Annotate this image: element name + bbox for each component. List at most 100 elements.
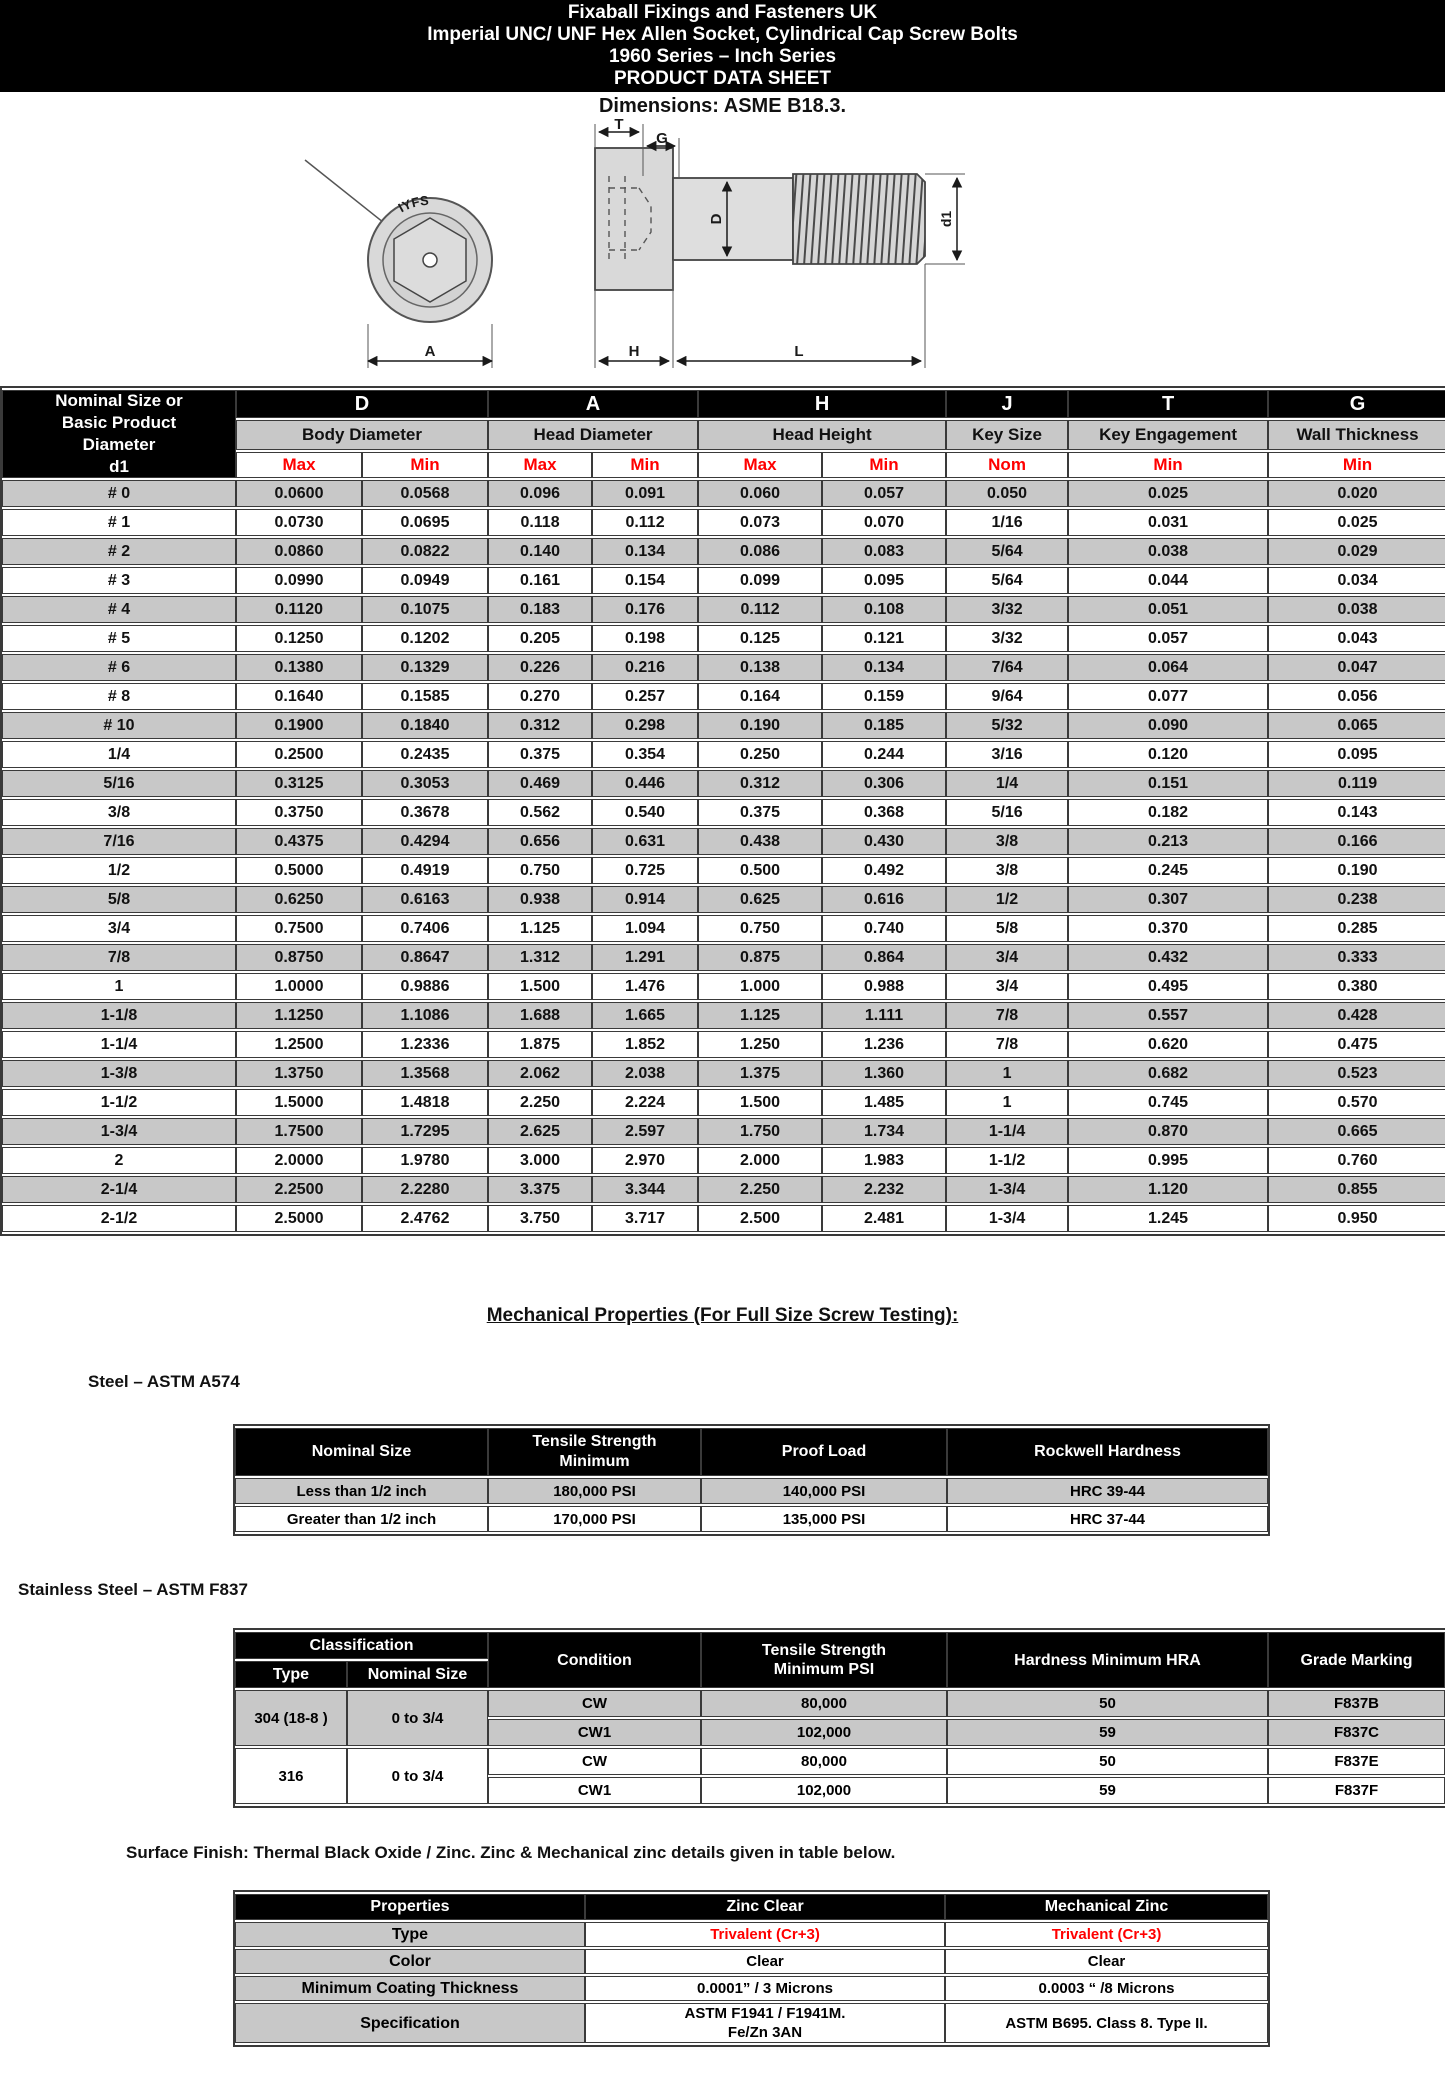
cell: 2.4762: [362, 1205, 489, 1232]
cell: 1.0000: [236, 973, 362, 1000]
cell: 0.216: [592, 654, 699, 681]
cell: 1.236: [822, 1031, 947, 1058]
cell: 0.096: [488, 480, 593, 507]
head-face-view: IYFS A: [304, 159, 494, 368]
cell: 5/64: [946, 538, 1069, 565]
cell: 5/16: [946, 799, 1069, 826]
table-row: Minimum Coating Thickness 0.0001” / 3 Mi…: [235, 1976, 1268, 2001]
cell: 0.083: [822, 538, 947, 565]
cell: 0.3678: [362, 799, 489, 826]
cell: 0.428: [1268, 1002, 1445, 1029]
cell: 9/64: [946, 683, 1069, 710]
sub-header: Min: [362, 452, 489, 478]
cell: 0.312: [698, 770, 823, 797]
cell: 2.000: [698, 1147, 823, 1174]
cell: 0.557: [1068, 1002, 1269, 1029]
cell: 0.3125: [236, 770, 362, 797]
surface-finish-note: Surface Finish: Thermal Black Oxide / Zi…: [126, 1843, 896, 1862]
cell: 0.4294: [362, 828, 489, 855]
product-title: Imperial UNC/ UNF Hex Allen Socket, Cyli…: [427, 24, 1018, 45]
cell: 0.0001” / 3 Microns: [585, 1976, 945, 2001]
cell: 0.7406: [362, 915, 489, 942]
cell: 0.166: [1268, 828, 1445, 855]
cell: 0.065: [1268, 712, 1445, 739]
cell: 1.7500: [236, 1118, 362, 1145]
cell: 0.3053: [362, 770, 489, 797]
cell: 0.095: [822, 567, 947, 594]
ss-type-cell: 316: [235, 1748, 347, 1804]
cell: 0.108: [822, 596, 947, 623]
table-row: 1-3/4 1.7500 1.7295 2.625 2.597 1.750 1.…: [2, 1118, 1445, 1145]
head-side: [594, 147, 674, 291]
cell: 102,000: [701, 1719, 947, 1746]
cell: 2.5000: [236, 1205, 362, 1232]
cell: 0.380: [1268, 973, 1445, 1000]
cell: 0.112: [698, 596, 823, 623]
cell: 0.226: [488, 654, 593, 681]
cell: 0.198: [592, 625, 699, 652]
cell: 1/4: [946, 770, 1069, 797]
cell: 0.182: [1068, 799, 1269, 826]
cell: 1.120: [1068, 1176, 1269, 1203]
table-row: # 8 0.1640 0.1585 0.270 0.257 0.164 0.15…: [2, 683, 1445, 710]
nominal-size-cell: 3/8: [2, 799, 236, 826]
sub-header: Max: [698, 452, 823, 478]
cell: 0.118: [488, 509, 593, 536]
dim-label-T: T: [614, 118, 623, 133]
cell: 80,000: [701, 1690, 947, 1717]
sub-header: Min: [1268, 452, 1445, 478]
cell: 0.656: [488, 828, 593, 855]
cell: 1.111: [822, 1002, 947, 1029]
steel-header-nominal-size: Nominal Size: [235, 1428, 488, 1476]
nominal-size-cell: 1-1/4: [2, 1031, 236, 1058]
dim-label-d1: d1: [938, 211, 954, 228]
dim-label-L: L: [794, 343, 803, 360]
cell: 0.029: [1268, 538, 1445, 565]
cell: 1.1086: [362, 1002, 489, 1029]
table-row: 2-1/2 2.5000 2.4762 3.750 3.717 2.500 2.…: [2, 1205, 1445, 1232]
cell: 3/32: [946, 625, 1069, 652]
cell: 0.0822: [362, 538, 489, 565]
sub-header: Max: [488, 452, 593, 478]
cell: 0.205: [488, 625, 593, 652]
cell: 102,000: [701, 1777, 947, 1804]
cell: 2.038: [592, 1060, 699, 1087]
cell: 0.043: [1268, 625, 1445, 652]
cell: 135,000 PSI: [701, 1506, 947, 1532]
cell: 1.9780: [362, 1147, 489, 1174]
sheet-type-title: PRODUCT DATA SHEET: [613, 68, 832, 89]
nominal-size-cell: 1/4: [2, 741, 236, 768]
col-letter-D: D: [236, 390, 489, 418]
table-row: 5/8 0.6250 0.6163 0.938 0.914 0.625 0.61…: [2, 886, 1445, 913]
cell: 0.333: [1268, 944, 1445, 971]
corner-line-1: Nominal Size or: [55, 390, 183, 410]
cell: 0.0860: [236, 538, 362, 565]
nominal-size-cell: # 2: [2, 538, 236, 565]
cell: 0.064: [1068, 654, 1269, 681]
ss-header-type: Type: [235, 1661, 347, 1688]
cell: 0.760: [1268, 1147, 1445, 1174]
cell: 5/8: [946, 915, 1069, 942]
cell: 0.138: [698, 654, 823, 681]
ss-header-condition: Condition: [488, 1632, 701, 1688]
cell: 1.5000: [236, 1089, 362, 1116]
cell: 0.4375: [236, 828, 362, 855]
cell: 50: [947, 1748, 1268, 1775]
cell: 0.8750: [236, 944, 362, 971]
sf-property-label: Color: [235, 1949, 585, 1974]
cell: 0.870: [1068, 1118, 1269, 1145]
cell: ASTM F1941 / F1941M. Fe/Zn 3AN: [585, 2003, 945, 2043]
cell: Greater than 1/2 inch: [235, 1506, 488, 1532]
cell: 0.0730: [236, 509, 362, 536]
cell: 0.625: [698, 886, 823, 913]
cell: 0.143: [1268, 799, 1445, 826]
cell: 2.232: [822, 1176, 947, 1203]
cell: 0.750: [698, 915, 823, 942]
cell: 0.090: [1068, 712, 1269, 739]
cell: 0.446: [592, 770, 699, 797]
socket-hidden-lines: [608, 176, 652, 262]
cell: 0.475: [1268, 1031, 1445, 1058]
cell: 0.0600: [236, 480, 362, 507]
cell: 1.665: [592, 1002, 699, 1029]
